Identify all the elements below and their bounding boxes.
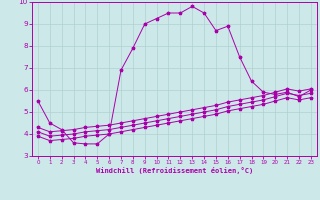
- X-axis label: Windchill (Refroidissement éolien,°C): Windchill (Refroidissement éolien,°C): [96, 167, 253, 174]
